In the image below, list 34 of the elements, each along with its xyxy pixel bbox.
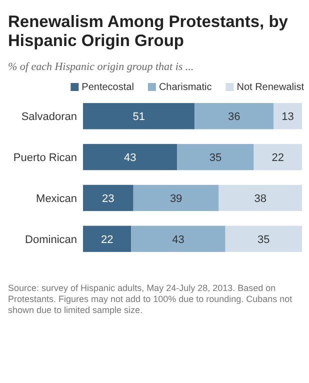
data-label: 36 (228, 111, 240, 124)
bar (131, 226, 226, 252)
bar (274, 103, 302, 130)
bar (177, 144, 254, 170)
bar (194, 103, 274, 130)
source-note: Source: survey of Hispanic adults, May 24-July 28, 2013. Based on Protestants. Figures may not add to 100% due to rounding. Cubans not shown due to limited sample size. (8, 283, 293, 315)
data-label: 13 (282, 111, 294, 124)
bar (83, 144, 178, 170)
bar (83, 103, 195, 130)
data-label: 23 (102, 192, 114, 205)
data-label: 43 (124, 152, 136, 164)
bar (83, 226, 132, 252)
data-label: 43 (172, 234, 184, 246)
chart-title: Renewalism Among Protestants, by Hispanic Origin Group (8, 13, 289, 50)
legend-label: Not Renewalist (236, 82, 304, 93)
data-label: 22 (100, 234, 114, 246)
chart-subtitle: % of each Hispanic origin group that is ... (8, 61, 194, 73)
y-tick-label: Puerto Rican (13, 152, 77, 164)
legend-label: Charismatic (158, 82, 212, 93)
bar (225, 226, 302, 252)
y-tick-label: Dominican (25, 234, 77, 246)
data-label: 35 (209, 152, 222, 164)
data-label: 39 (170, 192, 182, 205)
y-tick-label: Salvadoran (21, 111, 77, 124)
data-label: 38 (254, 192, 267, 205)
bar (254, 144, 302, 170)
y-tick-label: Mexican (36, 192, 77, 205)
legend-label: Pentecostal (82, 82, 134, 93)
data-label: 35 (258, 234, 270, 246)
bar (133, 184, 219, 212)
data-label: 22 (272, 152, 284, 164)
bar (218, 184, 302, 212)
bar (83, 184, 134, 212)
data-label: 51 (132, 111, 145, 124)
